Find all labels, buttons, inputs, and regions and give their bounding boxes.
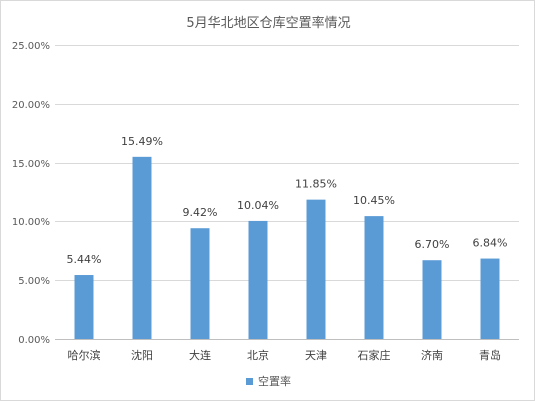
- x-tick-label: 济南: [421, 348, 443, 362]
- bar: [190, 228, 210, 339]
- x-tick-label: 北京: [247, 348, 269, 362]
- x-tick-label: 天津: [305, 349, 327, 362]
- data-label: 6.84%: [473, 237, 508, 250]
- bar: [480, 258, 500, 339]
- data-label: 10.04%: [237, 199, 279, 212]
- data-label: 15.49%: [121, 135, 163, 148]
- y-tick-label: 0.00%: [18, 335, 50, 346]
- legend: 空置率: [1, 373, 535, 389]
- data-label: 11.85%: [295, 178, 337, 191]
- y-tick-label: 25.00%: [12, 41, 50, 52]
- y-tick-label: 5.00%: [18, 276, 50, 287]
- bar: [364, 216, 384, 339]
- y-tick-label: 15.00%: [12, 159, 50, 170]
- bar: [306, 199, 326, 339]
- bar: [74, 275, 94, 339]
- y-tick-label: 10.00%: [12, 217, 50, 228]
- legend-swatch: [246, 377, 253, 385]
- x-tick-label: 大连: [189, 348, 211, 362]
- chart-title: 5月华北地区仓库空置率情况: [186, 16, 351, 31]
- x-tick-label: 哈尔滨: [68, 348, 101, 362]
- data-label: 9.42%: [183, 206, 218, 219]
- bar: [132, 156, 152, 339]
- data-label: 6.70%: [415, 238, 450, 251]
- data-label: 10.45%: [353, 194, 395, 207]
- x-tick-label: 沈阳: [131, 348, 153, 362]
- data-label: 5.44%: [67, 253, 102, 266]
- x-tick-label: 青岛: [479, 348, 501, 362]
- bar: [248, 220, 268, 339]
- legend-label: 空置率: [258, 375, 291, 388]
- x-tick-label: 石家庄: [358, 348, 391, 362]
- bar: [422, 260, 442, 339]
- y-tick-label: 20.00%: [12, 100, 50, 111]
